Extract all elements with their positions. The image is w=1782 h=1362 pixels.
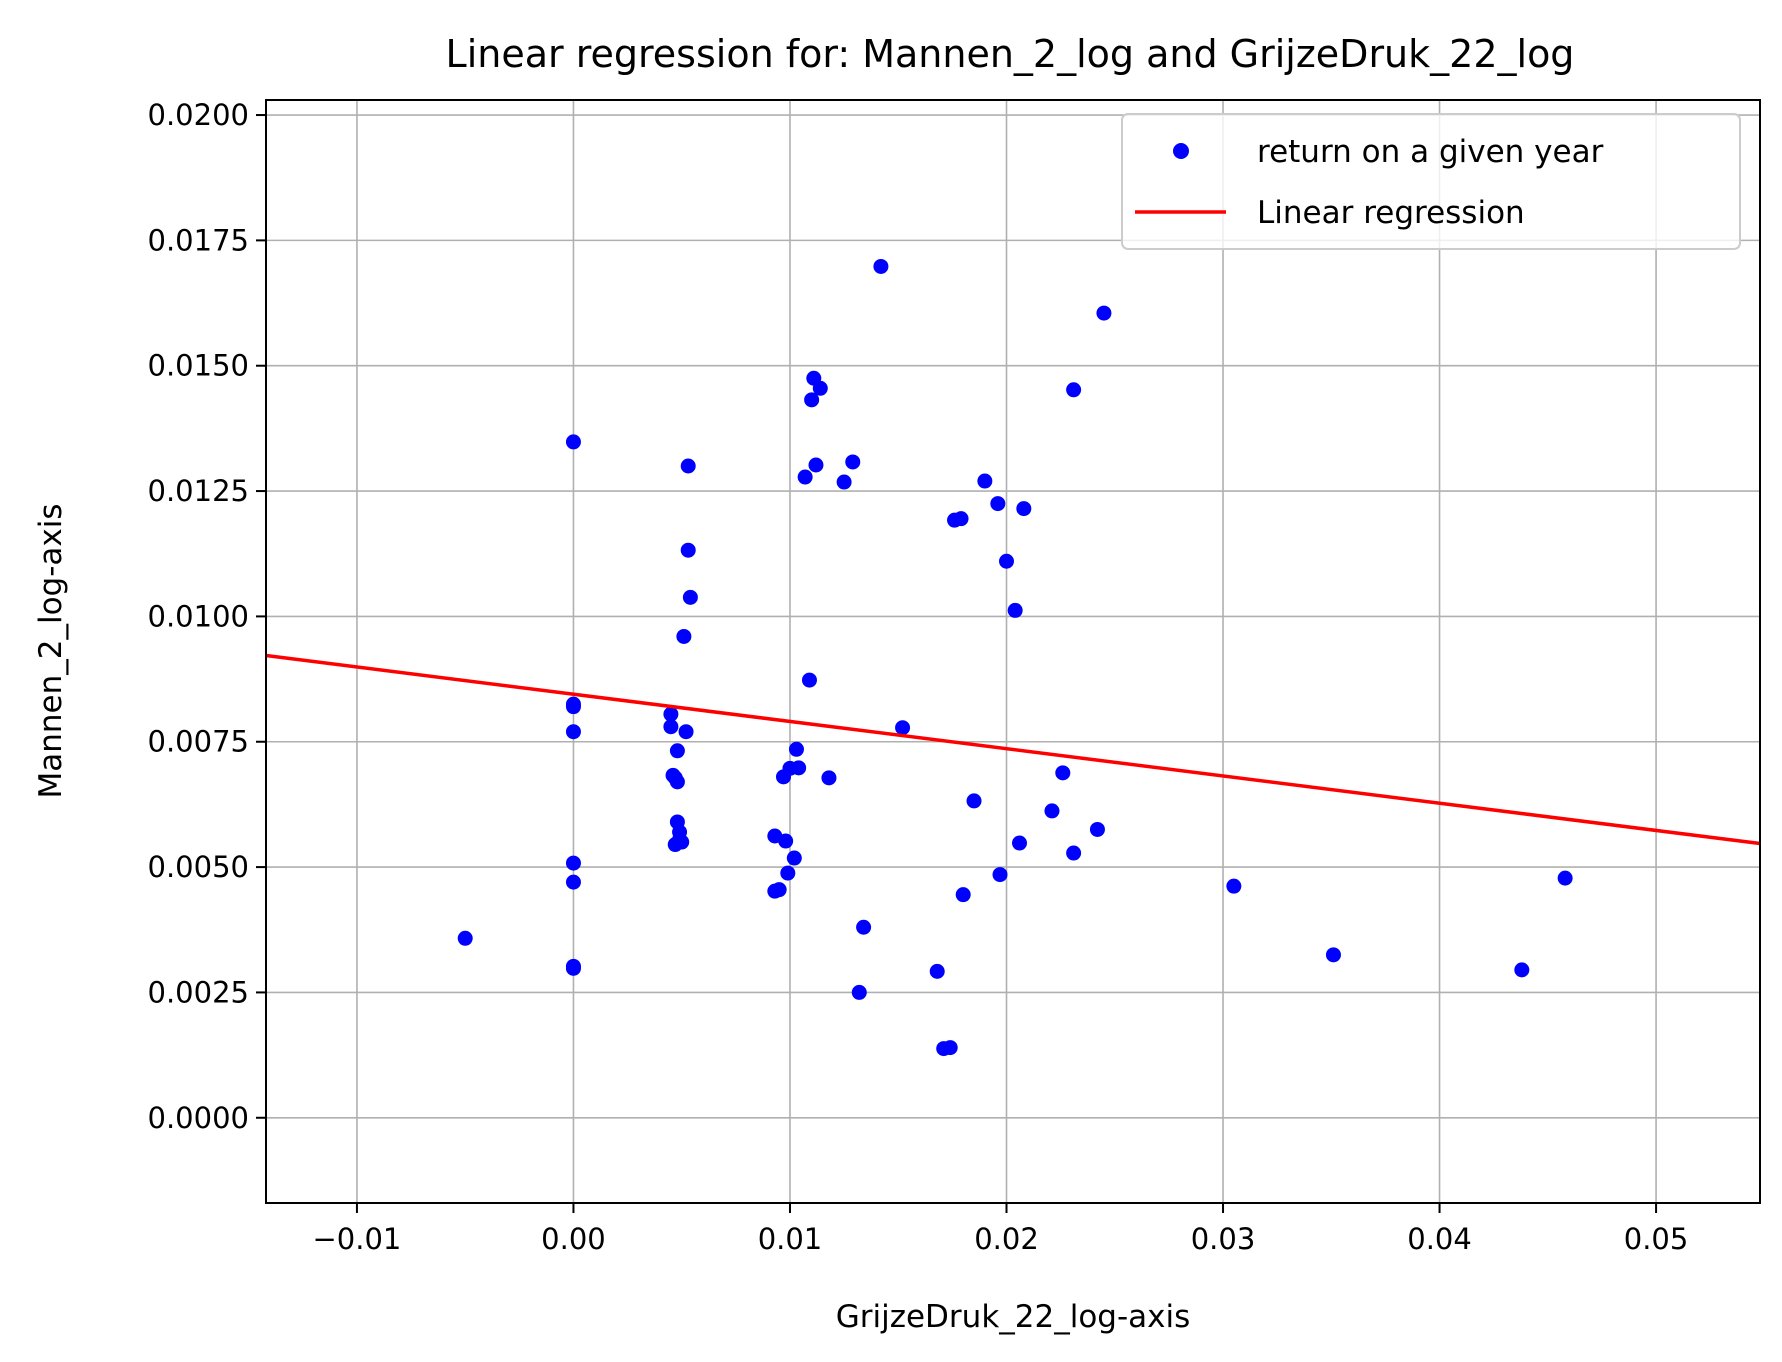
scatter-point: [1557, 870, 1573, 886]
scatter-point: [676, 628, 692, 644]
scatter-point: [977, 473, 993, 489]
y-axis-label: Mannen_2_log-axis: [33, 503, 69, 798]
legend-label-line: Linear regression: [1257, 195, 1525, 231]
chart-title: Linear regression for: Mannen_2_log and …: [446, 32, 1575, 76]
scatter-point: [1096, 305, 1112, 321]
legend-box: [1121, 113, 1741, 250]
scatter-point: [966, 793, 982, 809]
scatter-point: [804, 392, 820, 408]
y-tick-label: 0.0125: [148, 474, 249, 508]
scatter-point: [680, 458, 696, 474]
x-tick-label: 0.02: [974, 1222, 1039, 1256]
scatter-point: [788, 741, 804, 757]
y-tick-label: 0.0175: [148, 223, 249, 257]
scatter-point: [1514, 962, 1530, 978]
y-tick-label: 0.0100: [148, 599, 249, 633]
legend-marker-scatter: [1173, 143, 1189, 159]
scatter-point: [565, 874, 581, 890]
y-tick-label: 0.0075: [148, 725, 249, 759]
scatter-point: [565, 699, 581, 715]
scatter-point: [786, 850, 802, 866]
scatter-point: [999, 553, 1015, 569]
scatter-point: [565, 855, 581, 871]
scatter-point: [565, 434, 581, 450]
scatter-point: [663, 719, 679, 735]
scatter-point: [1226, 878, 1242, 894]
scatter-point: [771, 882, 787, 898]
scatter-point: [682, 589, 698, 605]
y-tick-label: 0.0025: [148, 975, 249, 1009]
plot-area: [265, 258, 1761, 1057]
scatter-point: [680, 542, 696, 558]
scatter-point: [1089, 821, 1105, 837]
y-axis-ticks: 0.0000 0.0025 0.0050 0.0075 0.0100 0.0125 0.01…: [148, 98, 266, 1135]
scatter-point: [1011, 835, 1027, 851]
legend-label-scatter: return on a given year: [1257, 134, 1604, 170]
scatter-point: [1066, 382, 1082, 398]
x-tick-label: 0.05: [1624, 1222, 1689, 1256]
scatter-point: [1007, 602, 1023, 618]
scatter-point: [791, 760, 807, 776]
x-tick-label: 0.04: [1407, 1222, 1472, 1256]
scatter-point: [457, 930, 473, 946]
regression-line: [265, 653, 1761, 846]
x-tick-label: 0.00: [541, 1222, 606, 1256]
scatter-point: [674, 834, 690, 850]
x-axis-label: GrijzeDruk_22_log-axis: [836, 1299, 1191, 1335]
scatter-point: [990, 496, 1006, 512]
x-tick-label: 0.03: [1191, 1222, 1256, 1256]
grid-lines: [266, 100, 1760, 1203]
scatter-point: [845, 454, 861, 470]
scatter-point: [942, 1040, 958, 1056]
legend: return on a given year Linear regression: [1121, 113, 1741, 250]
scatter-point: [778, 833, 794, 849]
scatter-point: [992, 867, 1008, 883]
y-tick-label: 0.0200: [148, 98, 249, 132]
scatter-point: [953, 511, 969, 527]
y-tick-label: 0.0150: [148, 349, 249, 383]
x-axis-ticks: −0.01 0.00 0.01 0.02 0.03 0.04 0.05: [313, 1203, 1689, 1256]
scatter-point: [1055, 765, 1071, 781]
scatter-point: [955, 887, 971, 903]
scatter-point: [565, 960, 581, 976]
scatter-point: [565, 724, 581, 740]
scatter-point: [1066, 845, 1082, 861]
scatter-point: [669, 774, 685, 790]
scatter-point: [801, 672, 817, 688]
scatter-point: [929, 963, 945, 979]
x-tick-label: 0.01: [758, 1222, 823, 1256]
y-tick-label: 0.0050: [148, 850, 249, 884]
scatter-point: [812, 380, 828, 396]
scatter-point: [821, 770, 837, 786]
scatter-point: [836, 474, 852, 490]
scatter-point: [678, 724, 694, 740]
scatter-point: [1325, 947, 1341, 963]
scatter-point: [797, 469, 813, 485]
scatter-point: [873, 258, 889, 274]
scatter-point: [808, 457, 824, 473]
scatter-point: [856, 919, 872, 935]
scatter-point: [669, 743, 685, 759]
scatter-point: [663, 706, 679, 722]
scatter-point: [1016, 501, 1032, 517]
scatter-point: [851, 984, 867, 1000]
scatter-point: [780, 865, 796, 881]
x-tick-label: −0.01: [313, 1222, 402, 1256]
y-tick-label: 0.0000: [148, 1101, 249, 1135]
scatter-point: [1044, 803, 1060, 819]
scatter-point: [895, 720, 911, 736]
plot-frame: [265, 99, 1761, 1204]
